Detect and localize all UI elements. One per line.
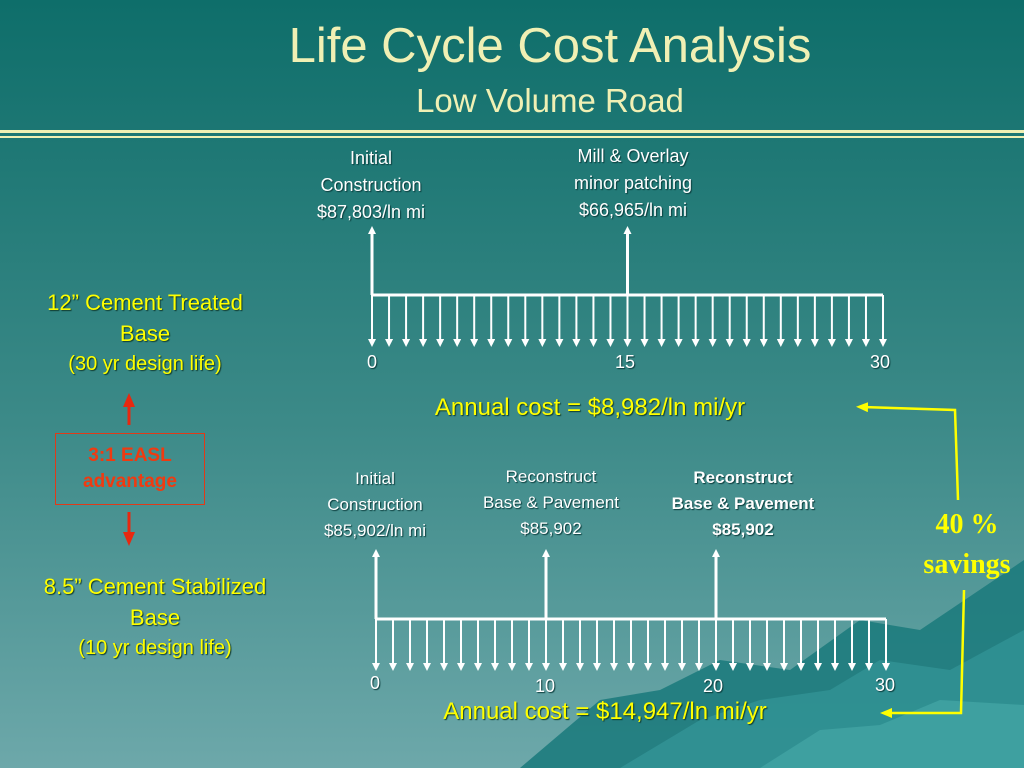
bottom-design-label: 8.5” Cement Stabilized Base (10 yr desig… [43,574,267,659]
savings-callout: 40 % savings [923,509,1011,580]
bottom-event-reconstruct1-label: Reconstruct Base & Pavement $85,902 [482,467,620,538]
bottom-tick-30: 30 [874,675,896,695]
top-tick-15: 15 [614,352,636,372]
top-design-label: 12” Cement Treated Base (30 yr design li… [47,290,243,375]
bottom-event-initial-label: Initial Construction $85,902/ln mi [323,469,427,540]
bottom-tick-10: 10 [534,676,556,696]
top-tick-0: 0 [366,352,377,372]
top-timeline [368,226,887,347]
header-divider [0,130,1024,133]
savings-connector-top [856,402,960,501]
top-tick-30: 30 [869,352,891,372]
bottom-tick-20: 20 [702,676,724,696]
top-event-overlay-label: Mill & Overlay minor patching $66,965/ln… [573,146,693,220]
bottom-event-reconstruct2-label: Reconstruct Base & Pavement $85,902 [671,468,815,539]
bottom-timeline [372,549,890,671]
top-annual-cost: Annual cost = $8,982/ln mi/yr [434,394,746,421]
page-subtitle: Low Volume Road [416,82,684,119]
mountain-decoration [520,560,1024,768]
page-title: Life Cycle Cost Analysis [288,19,812,73]
bottom-tick-0: 0 [369,673,380,693]
easl-advantage-box: 3:1 EASL advantage [55,433,205,505]
savings-connector-bottom [880,589,966,718]
top-event-initial-label: Initial Construction $87,803/ln mi [316,148,426,222]
bottom-annual-cost: Annual cost = $14,947/ln mi/yr [443,698,767,725]
